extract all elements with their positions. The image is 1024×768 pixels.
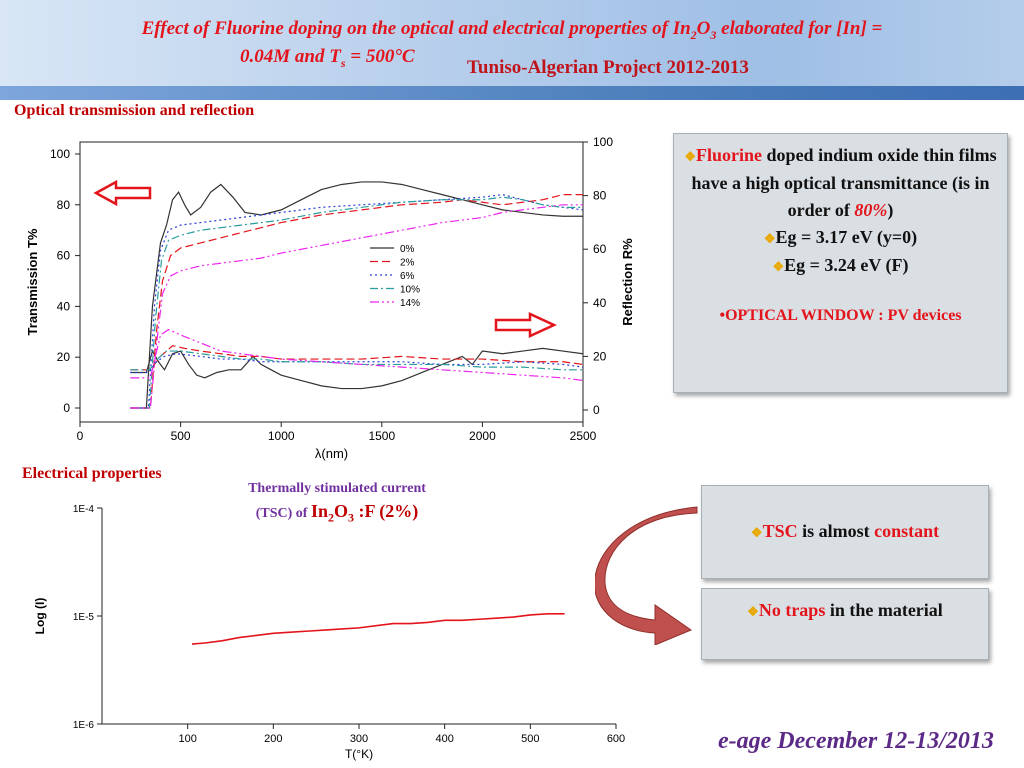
y2-tick-label: 0 [593, 403, 600, 417]
x-tick-label: 400 [435, 733, 453, 745]
legend-label: 14% [400, 298, 420, 309]
y2-tick-label: 60 [593, 242, 607, 256]
optical-window-note: •OPTICAL WINDOW : PV devices [719, 307, 962, 324]
x-tick-label: 2000 [469, 429, 496, 443]
tsc-constant-box: ❖TSC is almost constant [701, 485, 989, 579]
y-axis-label: Log (I) [33, 598, 47, 635]
x-tick-label: 1000 [268, 429, 295, 443]
y-tick-label: 20 [57, 350, 71, 364]
slide-title-line1: Effect of Fluorine doping on the optical… [141, 18, 883, 42]
no-traps-box: ❖No traps in the material [701, 588, 989, 660]
star-bullet-icon: ❖ [772, 259, 785, 274]
legend-label: 10% [400, 285, 420, 296]
y2-tick-label: 80 [593, 189, 607, 203]
legend-label: 0% [400, 244, 415, 255]
tsc-current-line [191, 613, 565, 645]
curved-arrow-icon [595, 506, 698, 645]
x-axis-label: λ(nm) [315, 446, 348, 461]
x-tick-label: 1500 [368, 429, 395, 443]
reflection-line-6% [130, 353, 584, 374]
y2-tick-label: 20 [593, 349, 607, 363]
star-bullet-icon: ❖ [684, 149, 697, 164]
tsc-title-line2: (TSC) of In2O3 :F (2%) [255, 501, 419, 525]
tsc-chart: 100 200 300 400 500 600 1E-6 1E-5 1E-4 T(°K) Log (… [33, 504, 625, 761]
y-tick-label: 60 [57, 249, 71, 263]
x-tick-label: 100 [178, 733, 196, 745]
x-axis-label: T(°K) [345, 747, 373, 761]
x-tick-label: 300 [350, 733, 368, 745]
star-bullet-icon: ❖ [750, 525, 763, 540]
star-bullet-icon: ❖ [763, 231, 776, 246]
reflection-line-14% [130, 328, 584, 382]
section-electrical-label: Electrical properties [22, 465, 162, 482]
eg-value-2: ❖Eg = 3.24 eV (F) [772, 255, 909, 275]
right-arrow-icon [494, 312, 558, 338]
footer-event-label: e-age December 12-13/2013 [718, 728, 994, 754]
y-tick-label: 100 [50, 147, 70, 161]
optical-summary-box: ❖Fluorine doped indium oxide thin films … [673, 133, 1008, 393]
y-tick-label: 0 [63, 401, 70, 415]
y2-tick-label: 40 [593, 296, 607, 310]
x-tick-label: 2500 [570, 429, 597, 443]
tsc-formula: In2O3 :F (2%) [310, 501, 419, 525]
transmission-line-14% [130, 204, 583, 409]
y-tick-label: 1E-5 [73, 612, 95, 623]
x-tick-label: 600 [607, 733, 625, 745]
header-band [0, 0, 1024, 98]
x-tick-label: 500 [171, 429, 191, 443]
plot-frame [79, 141, 584, 423]
legend-label: 6% [400, 271, 415, 282]
y-tick-label: 1E-6 [73, 720, 95, 731]
x-tick-label: 0 [77, 429, 84, 443]
header-stripe [0, 86, 1024, 100]
y2-tick-label: 100 [593, 135, 613, 149]
y-tick-label: 40 [57, 299, 71, 313]
reflection-line-0% [130, 347, 584, 390]
x-tick-label: 500 [521, 733, 539, 745]
legend-label: 2% [400, 258, 415, 269]
star-bullet-icon: ❖ [747, 604, 759, 619]
reflection-line-10% [130, 350, 583, 371]
y2-axis-label: Reflection R% [620, 238, 635, 326]
slide-title-line2: 0.04M and Ts = 500°C [240, 46, 415, 70]
x-tick-label: 200 [264, 733, 282, 745]
transmission-line-2% [130, 194, 583, 409]
y-tick-label: 80 [57, 198, 71, 212]
eg-value-1: ❖Eg = 3.17 eV (y=0) [763, 227, 918, 247]
project-label: Tuniso-Algerian Project 2012-2013 [467, 57, 749, 78]
left-arrow-icon [93, 179, 152, 207]
y-axis-label: Transmission T% [25, 228, 40, 335]
transmission-line-0% [130, 181, 583, 409]
reflection-line-2% [130, 345, 584, 371]
tsc-title-line1: Thermally stimulated current [248, 481, 426, 496]
transmission-line-10% [130, 196, 583, 409]
y-tick-label: 1E-4 [73, 504, 95, 515]
tsc-chart-title: Thermally stimulated current (TSC) of In… [212, 478, 462, 529]
section-optical-label: Optical transmission and reflection [14, 102, 255, 119]
optical-chart: 0 500 1000 1500 2000 250002040608010002040608… [25, 135, 635, 461]
